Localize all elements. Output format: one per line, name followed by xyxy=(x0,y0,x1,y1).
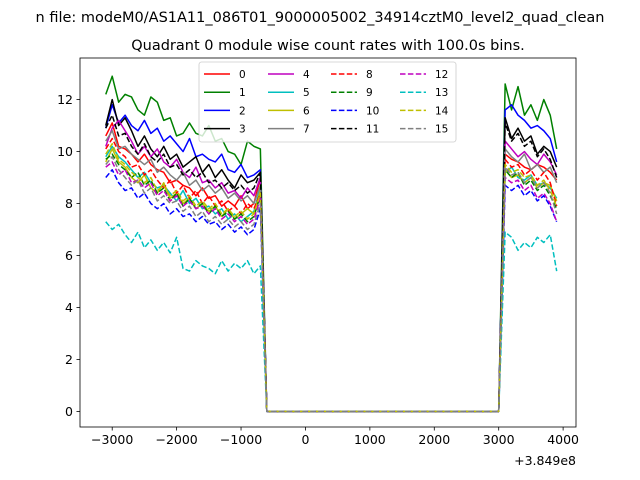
series-2-line xyxy=(105,104,558,413)
legend-label-7: 7 xyxy=(303,124,310,136)
y-tick-label: 4 xyxy=(65,300,73,315)
series-15-line xyxy=(105,156,558,413)
x-tick-label: 0 xyxy=(301,432,309,447)
legend-label-9: 9 xyxy=(366,87,373,99)
x-tick-label: 3000 xyxy=(483,432,515,447)
y-tick-label: 0 xyxy=(65,404,73,419)
axes-layer: −3000 −2000 −1000 0 1000 2000 3000 400002468101… xyxy=(57,57,579,447)
series-5-line xyxy=(105,145,558,413)
legend-label-15: 15 xyxy=(435,124,448,136)
series-14-line xyxy=(105,143,558,413)
x-tick-label: −2000 xyxy=(155,432,197,447)
figure-suptitle: n file: modeM0/AS1A11_086T01_9000005002_… xyxy=(36,10,605,26)
legend-label-5: 5 xyxy=(303,87,310,99)
legend-label-10: 10 xyxy=(366,105,379,117)
legend-label-13: 13 xyxy=(435,87,448,99)
y-tick-label: 8 xyxy=(65,196,73,211)
legend-label-0: 0 xyxy=(239,69,246,81)
series-8-line xyxy=(105,137,558,413)
series-11-line xyxy=(105,114,558,413)
x-tick-label: −1000 xyxy=(220,432,262,447)
legend-box xyxy=(198,61,457,143)
x-offset-label: +3.849e8 xyxy=(514,453,576,468)
series-10-line xyxy=(105,168,558,413)
y-tick-label: 10 xyxy=(57,144,73,159)
legend-label-2: 2 xyxy=(239,105,246,117)
legend-label-6: 6 xyxy=(303,105,310,117)
series-13-line xyxy=(105,221,558,413)
x-tick-label: −3000 xyxy=(91,432,133,447)
legend-label-11: 11 xyxy=(366,124,379,136)
x-tick-label: 2000 xyxy=(418,432,450,447)
chart-title: Quadrant 0 module wise count rates with … xyxy=(131,38,525,54)
axes-frame xyxy=(79,57,577,428)
legend-label-3: 3 xyxy=(239,124,246,136)
y-tick-label: 12 xyxy=(57,92,73,107)
legend-label-12: 12 xyxy=(435,69,448,81)
series-12-line xyxy=(105,161,558,413)
legend-label-1: 1 xyxy=(239,87,246,99)
x-tick-label: 4000 xyxy=(547,432,579,447)
series-4-line xyxy=(105,119,558,413)
x-tick-label: 1000 xyxy=(354,432,386,447)
y-tick-label: 2 xyxy=(65,352,73,367)
y-tick-label: 6 xyxy=(65,248,73,263)
series-3-line xyxy=(105,98,558,413)
legend-label-8: 8 xyxy=(366,69,373,81)
legend-label-4: 4 xyxy=(303,69,310,81)
legend-label-14: 14 xyxy=(435,105,449,117)
